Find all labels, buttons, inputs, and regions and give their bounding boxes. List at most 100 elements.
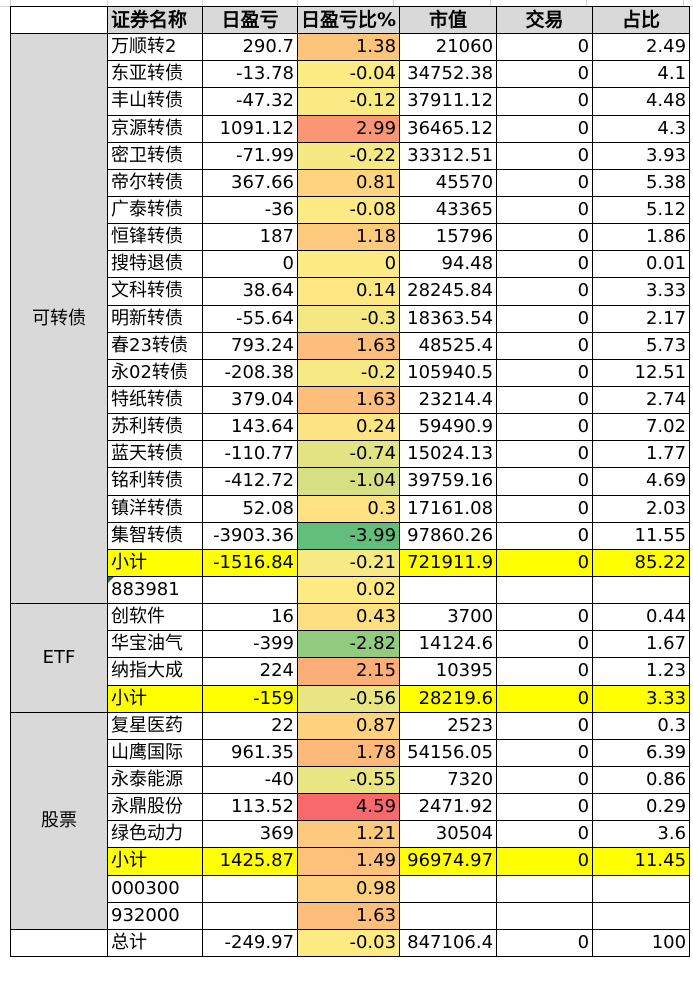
- trade-cell[interactable]: 0: [496, 385, 594, 415]
- share-cell[interactable]: 3.33: [592, 277, 691, 306]
- trade-cell[interactable]: 0: [496, 114, 594, 143]
- share-cell[interactable]: 4.48: [592, 87, 691, 116]
- daily-pnl-cell[interactable]: 290.7: [202, 33, 298, 62]
- market-value-cell[interactable]: 28245.84: [399, 277, 498, 306]
- trade-cell[interactable]: 0: [496, 630, 594, 659]
- daily-pnl-pct-cell[interactable]: 0: [296, 250, 401, 279]
- category-cell[interactable]: ETF: [10, 603, 108, 713]
- security-name-cell[interactable]: 永鼎股份: [107, 793, 203, 822]
- security-name-cell[interactable]: 铭利转债: [107, 467, 203, 496]
- daily-pnl-pct-cell[interactable]: 0.24: [296, 413, 401, 442]
- daily-pnl-pct-cell[interactable]: 0.3: [296, 494, 401, 523]
- market-value-cell[interactable]: 23214.4: [399, 385, 498, 415]
- share-cell[interactable]: 0.3: [592, 711, 691, 740]
- share-cell[interactable]: 4.1: [592, 60, 691, 89]
- security-name-cell[interactable]: 000300: [107, 874, 203, 903]
- share-cell[interactable]: 85.22: [592, 548, 691, 577]
- share-cell[interactable]: 2.49: [592, 33, 691, 62]
- market-value-cell[interactable]: 10395: [399, 657, 498, 686]
- daily-pnl-pct-cell[interactable]: 1.21: [296, 820, 401, 849]
- trade-cell[interactable]: 0: [496, 195, 594, 225]
- trade-cell[interactable]: 0: [496, 33, 594, 62]
- security-name-cell[interactable]: 纳指大成: [107, 657, 203, 686]
- trade-cell[interactable]: 0: [496, 87, 594, 116]
- market-value-cell[interactable]: 30504: [399, 820, 498, 849]
- daily-pnl-cell[interactable]: 0: [202, 250, 298, 279]
- share-cell[interactable]: [592, 874, 691, 903]
- daily-pnl-cell[interactable]: -249.97: [202, 928, 298, 957]
- daily-pnl-pct-cell[interactable]: -0.74: [296, 440, 401, 469]
- market-value-cell[interactable]: 96974.97: [399, 847, 498, 876]
- daily-pnl-cell[interactable]: 38.64: [202, 277, 298, 306]
- security-name-cell[interactable]: 明新转债: [107, 304, 203, 333]
- security-name-cell[interactable]: 小计: [107, 847, 203, 876]
- trade-cell[interactable]: [496, 575, 594, 605]
- market-value-cell[interactable]: 17161.08: [399, 494, 498, 523]
- market-value-cell[interactable]: 105940.5: [399, 358, 498, 387]
- market-value-cell[interactable]: 59490.9: [399, 413, 498, 442]
- share-cell[interactable]: 2.03: [592, 494, 691, 523]
- header-daily-pnl[interactable]: 日盈亏: [202, 5, 298, 35]
- daily-pnl-cell[interactable]: -159: [202, 684, 298, 713]
- market-value-cell[interactable]: 14124.6: [399, 630, 498, 659]
- trade-cell[interactable]: 0: [496, 141, 594, 170]
- daily-pnl-pct-cell[interactable]: -3.99: [296, 521, 401, 550]
- trade-cell[interactable]: 0: [496, 358, 594, 387]
- security-name-cell[interactable]: 密卫转债: [107, 141, 203, 170]
- security-name-cell[interactable]: 广泰转债: [107, 195, 203, 225]
- trade-cell[interactable]: 0: [496, 738, 594, 767]
- security-name-cell[interactable]: 京源转债: [107, 114, 203, 143]
- security-name-cell[interactable]: 复星医药: [107, 711, 203, 740]
- market-value-cell[interactable]: 18363.54: [399, 304, 498, 333]
- trade-cell[interactable]: 0: [496, 440, 594, 469]
- market-value-cell[interactable]: 33312.51: [399, 141, 498, 170]
- share-cell[interactable]: 3.33: [592, 684, 691, 713]
- daily-pnl-cell[interactable]: -47.32: [202, 87, 298, 116]
- market-value-cell[interactable]: [399, 901, 498, 930]
- daily-pnl-pct-cell[interactable]: 0.14: [296, 277, 401, 306]
- security-name-cell[interactable]: 万顺转2: [107, 33, 203, 62]
- share-cell[interactable]: 4.3: [592, 114, 691, 143]
- daily-pnl-cell[interactable]: 793.24: [202, 331, 298, 360]
- daily-pnl-pct-cell[interactable]: 0.81: [296, 168, 401, 197]
- daily-pnl-cell[interactable]: 16: [202, 603, 298, 632]
- share-cell[interactable]: 2.17: [592, 304, 691, 333]
- share-cell[interactable]: 0.29: [592, 793, 691, 822]
- market-value-cell[interactable]: 43365: [399, 195, 498, 225]
- daily-pnl-pct-cell[interactable]: -0.04: [296, 60, 401, 89]
- market-value-cell[interactable]: 54156.05: [399, 738, 498, 767]
- security-name-cell[interactable]: 小计: [107, 684, 203, 713]
- daily-pnl-pct-cell[interactable]: 1.63: [296, 385, 401, 415]
- category-cell[interactable]: 可转债: [10, 33, 108, 605]
- share-cell[interactable]: [592, 575, 691, 605]
- share-cell[interactable]: 5.38: [592, 168, 691, 197]
- market-value-cell[interactable]: 45570: [399, 168, 498, 197]
- share-cell[interactable]: 5.73: [592, 331, 691, 360]
- security-name-cell[interactable]: 总计: [107, 928, 203, 957]
- daily-pnl-cell[interactable]: 367.66: [202, 168, 298, 197]
- trade-cell[interactable]: 0: [496, 603, 594, 632]
- daily-pnl-cell[interactable]: -71.99: [202, 141, 298, 170]
- daily-pnl-cell[interactable]: -412.72: [202, 467, 298, 496]
- daily-pnl-pct-cell[interactable]: 1.49: [296, 847, 401, 876]
- security-name-cell[interactable]: 镇洋转债: [107, 494, 203, 523]
- share-cell[interactable]: [592, 901, 691, 930]
- daily-pnl-pct-cell[interactable]: 2.15: [296, 657, 401, 686]
- trade-cell[interactable]: 0: [496, 548, 594, 577]
- trade-cell[interactable]: 0: [496, 331, 594, 360]
- market-value-cell[interactable]: 94.48: [399, 250, 498, 279]
- trade-cell[interactable]: 0: [496, 793, 594, 822]
- trade-cell[interactable]: 0: [496, 928, 594, 957]
- category-cell[interactable]: 股票: [10, 711, 108, 930]
- market-value-cell[interactable]: 721911.9: [399, 548, 498, 577]
- market-value-cell[interactable]: 21060: [399, 33, 498, 62]
- trade-cell[interactable]: 0: [496, 494, 594, 523]
- security-name-cell[interactable]: 苏利转债: [107, 413, 203, 442]
- share-cell[interactable]: 12.51: [592, 358, 691, 387]
- daily-pnl-pct-cell[interactable]: -0.22: [296, 141, 401, 170]
- market-value-cell[interactable]: 2471.92: [399, 793, 498, 822]
- share-cell[interactable]: 3.6: [592, 820, 691, 849]
- daily-pnl-pct-cell[interactable]: -1.04: [296, 467, 401, 496]
- daily-pnl-pct-cell[interactable]: 1.63: [296, 331, 401, 360]
- security-name-cell[interactable]: 搜特退债: [107, 250, 203, 279]
